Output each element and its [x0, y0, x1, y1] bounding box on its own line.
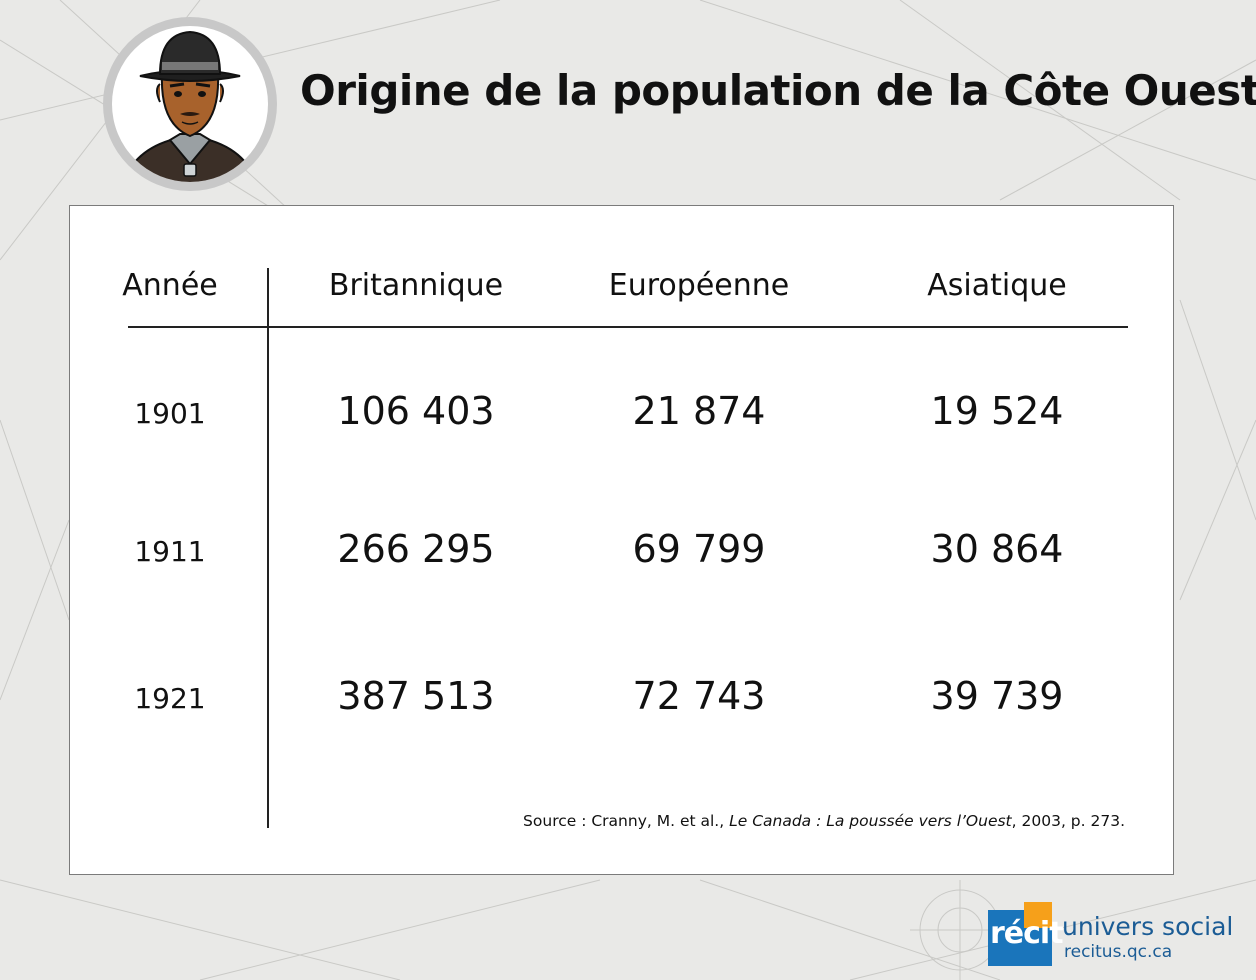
- page-title: Origine de la population de la Côte Oues…: [300, 66, 1256, 115]
- cell-britannique: 266 295: [337, 527, 495, 571]
- row-year: 1921: [134, 682, 206, 715]
- cell-britannique: 387 513: [337, 674, 495, 718]
- cell-europeenne: 72 743: [632, 674, 766, 718]
- cell-europeenne: 21 874: [632, 389, 766, 433]
- source-suffix: , 2003, p. 273.: [1011, 812, 1125, 830]
- header-divider: [128, 326, 1128, 328]
- row-year: 1901: [134, 397, 206, 430]
- row-year: 1911: [134, 535, 206, 568]
- source-book-title: Le Canada : La poussée vers l’Ouest: [729, 812, 1012, 830]
- logo-mark-text: récit: [990, 916, 1064, 951]
- logo-accent: [1024, 902, 1052, 928]
- column-divider: [267, 268, 269, 828]
- avatar-man-with-hat-icon: [103, 17, 277, 191]
- header-europeenne: Européenne: [608, 268, 790, 303]
- header-annee: Année: [122, 268, 218, 303]
- cell-asiatique: 39 739: [930, 674, 1064, 718]
- header-britannique: Britannique: [328, 268, 504, 303]
- cell-asiatique: 19 524: [930, 389, 1064, 433]
- cell-britannique: 106 403: [337, 389, 495, 433]
- logo-name: univers social: [1062, 912, 1234, 941]
- logo-url: recitus.qc.ca: [1064, 942, 1173, 962]
- header-asiatique: Asiatique: [927, 268, 1067, 303]
- cell-europeenne: 69 799: [632, 527, 766, 571]
- source-citation: Source : Cranny, M. et al., Le Canada : …: [523, 812, 1125, 830]
- source-prefix: Source : Cranny, M. et al.,: [523, 812, 730, 830]
- population-table: Année Britannique Européenne Asiatique 1…: [69, 205, 1174, 875]
- cell-asiatique: 30 864: [930, 527, 1064, 571]
- recit-univers-social-logo: récit univers social recitus.qc.ca: [988, 900, 1238, 970]
